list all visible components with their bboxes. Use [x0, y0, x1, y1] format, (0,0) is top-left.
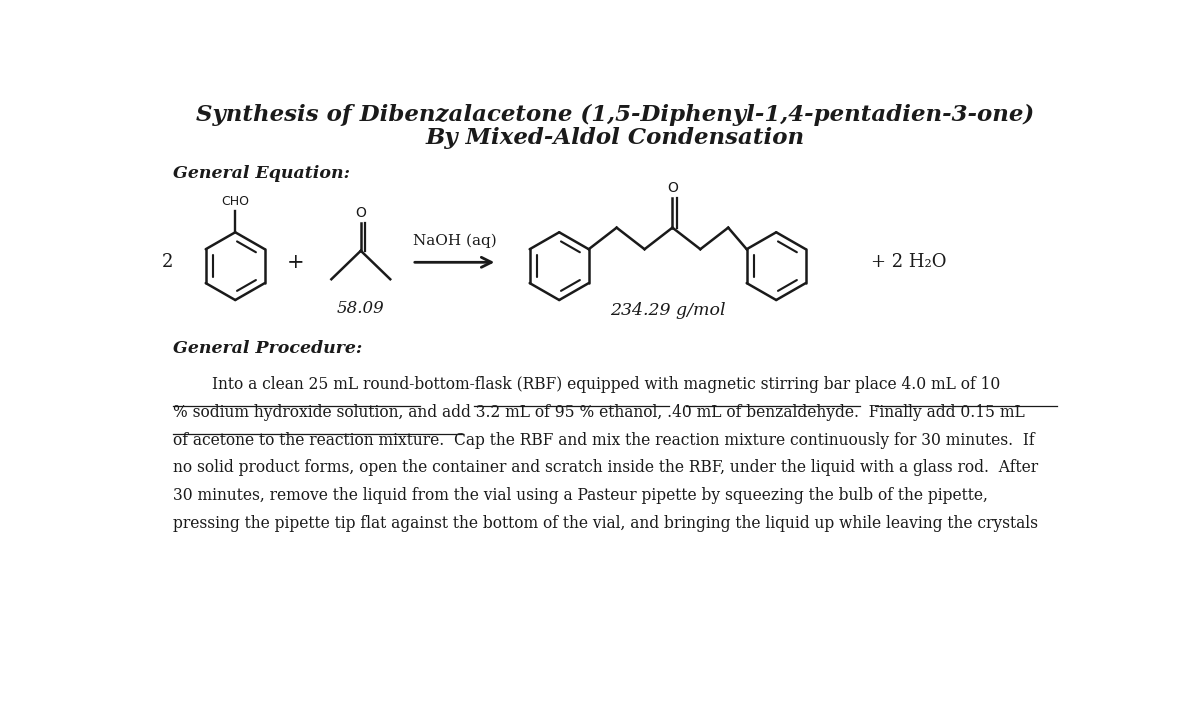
Text: General Procedure:: General Procedure:: [173, 340, 362, 357]
Text: 234.29 g/mol: 234.29 g/mol: [610, 302, 726, 319]
Text: +: +: [287, 253, 305, 272]
Text: O: O: [667, 181, 678, 195]
Text: 30 minutes, remove the liquid from the vial using a Pasteur pipette by squeezing: 30 minutes, remove the liquid from the v…: [173, 487, 988, 504]
Text: Synthesis of Dibenzalacetone (1,5-Diphenyl-1,4-pentadien-3-one): Synthesis of Dibenzalacetone (1,5-Diphen…: [196, 104, 1034, 126]
Text: + 2 H₂O: + 2 H₂O: [871, 253, 947, 271]
Text: pressing the pipette tip flat against the bottom of the vial, and bringing the l: pressing the pipette tip flat against th…: [173, 515, 1038, 532]
Text: By Mixed-Aldol Condensation: By Mixed-Aldol Condensation: [426, 126, 804, 148]
Text: no solid product forms, open the container and scratch inside the RBF, under the: no solid product forms, open the contain…: [173, 459, 1038, 476]
Text: Into a clean 25 mL round-bottom-flask (RBF) equipped with magnetic stirring bar : Into a clean 25 mL round-bottom-flask (R…: [173, 376, 1001, 393]
Text: NaOH (aq): NaOH (aq): [413, 234, 497, 248]
Text: General Equation:: General Equation:: [173, 165, 350, 182]
Text: 2: 2: [161, 253, 173, 271]
Text: of acetone to the reaction mixture.  Cap the RBF and mix the reaction mixture co: of acetone to the reaction mixture. Cap …: [173, 432, 1034, 449]
Text: % sodium hydroxide solution, and add 3.2 mL of 95 % ethanol, .40 mL of benzaldeh: % sodium hydroxide solution, and add 3.2…: [173, 404, 1025, 421]
Text: 58.09: 58.09: [337, 300, 385, 317]
Text: CHO: CHO: [221, 195, 250, 207]
Text: O: O: [355, 206, 366, 220]
